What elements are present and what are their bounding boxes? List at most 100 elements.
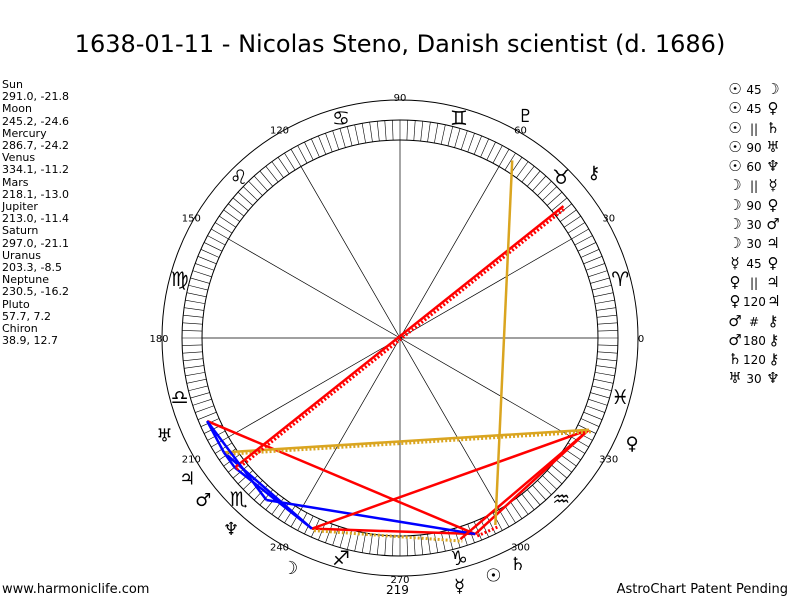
degree-tick [498,149,510,167]
aspect-planet-2: ♃ [766,272,780,291]
degree-tick [277,157,290,175]
degree-tick [192,270,212,278]
zodiac-sign-glyph: ♍ [171,267,189,291]
aspect-row: ♂180 ⚷ [727,331,782,350]
aspect-row: ☉ 90 ♅ [727,138,782,157]
position-name: Mercury [2,126,47,140]
degree-tick [473,135,482,155]
aspect-planet-1: ♂ [728,311,742,330]
aspect-planet-2: ☽ [766,80,780,98]
degree-tick [339,528,346,548]
degree-tick [195,405,215,413]
aspect-planet-1: ☽ [728,176,742,195]
degree-tick [277,501,290,519]
degree-tick [551,465,568,479]
degree-tick [271,161,284,178]
degree-tick [527,170,541,187]
degree-tick [434,123,439,144]
footer-number: 219 [386,583,409,597]
degree-tick [406,535,408,556]
degree-tick [188,385,208,392]
position-value: 297.0, -21.1 [2,236,69,250]
degree-tick [440,124,446,145]
aspect-planet-2: ♀ [767,99,779,118]
planet-glyph: ♄ [510,554,526,575]
aspect-planet-2: ♅ [766,137,780,156]
aspect-line [313,529,463,543]
degree-tick [406,120,408,141]
degree-tick [195,263,215,271]
degree-tick [504,505,516,524]
degree-label: 240 [270,543,289,554]
planet-positions-list: Sun 291.0, -21.8 Moon 245.2, -24.6 Mercu… [2,78,69,347]
aspect-row: ♂ # ⚷ [727,312,782,331]
degree-tick [460,130,468,150]
degree-label: 330 [599,455,618,466]
degree-tick [571,436,589,448]
degree-tick [537,480,552,496]
aspect-type: 45 [746,256,762,271]
aspect-row: ♀ || ♃ [727,273,782,292]
degree-tick [593,378,614,384]
aspect-planet-2: ⚷ [767,311,779,330]
degree-tick [197,256,217,265]
degree-tick [597,322,618,325]
position-value: 291.0, -21.8 [2,90,69,104]
degree-tick [232,197,249,211]
degree-tick [182,344,203,346]
degree-tick [521,493,535,510]
degree-label: 30 [602,214,615,225]
aspect-planet-1: ♀ [729,292,741,311]
degree-tick [597,330,618,332]
degree-tick [567,222,586,234]
degree-tick [516,161,529,178]
aspect-row: ♅ 30 ♆ [727,369,782,388]
planet-glyph: ♂ [195,490,211,511]
zodiac-sign-glyph: ♋ [332,106,350,130]
aspect-planet-2: ♆ [766,369,780,388]
degree-tick [537,180,552,196]
aspect-type: 30 [746,372,762,387]
planet-glyph: ♀ [625,434,638,455]
degree-tick [580,418,600,427]
aspect-row: ☽ 30 ♃ [727,234,782,253]
degree-tick [290,149,302,167]
degree-tick [376,534,380,555]
planet-glyph: ♆ [223,519,239,540]
degree-tick [184,307,204,311]
degree-tick [190,277,210,284]
aspect-line [494,160,514,526]
degree-tick [592,284,612,291]
degree-tick [596,314,617,318]
aspect-row: ♄120 ⚷ [727,350,782,369]
aspect-type: || [749,275,759,290]
degree-tick [583,411,603,420]
aspect-type: # [748,314,760,329]
zodiac-sign-glyph: ♏ [230,487,248,511]
degree-tick [577,242,597,252]
zodiac-sign-glyph: ♌ [230,165,248,189]
degree-tick [555,459,572,473]
position-value: 218.1, -13.0 [2,187,69,201]
degree-tick [571,228,589,240]
aspect-planet-2: ♄ [766,118,780,137]
degree-tick [532,484,547,501]
degree-tick [592,385,612,392]
position-value: 203.3, -8.5 [2,261,62,275]
degree-tick [219,215,237,228]
aspect-planet-1: ☉ [728,157,742,176]
degree-tick [242,186,258,201]
degree-tick [186,378,207,384]
degree-tick [185,372,206,377]
position-name: Moon [2,102,32,116]
aspect-type: 120 [743,353,766,368]
degree-tick [532,175,547,192]
degree-tick [376,121,380,142]
aspect-type: 45 [746,83,762,97]
aspect-planet-2: ⚷ [768,330,780,349]
aspect-row: ☉ 45 ♀ [727,99,782,118]
planet-glyph: ♇ [517,106,533,127]
aspect-line [206,419,476,536]
degree-tick [188,284,208,291]
position-value: 334.1, -11.2 [2,163,69,177]
